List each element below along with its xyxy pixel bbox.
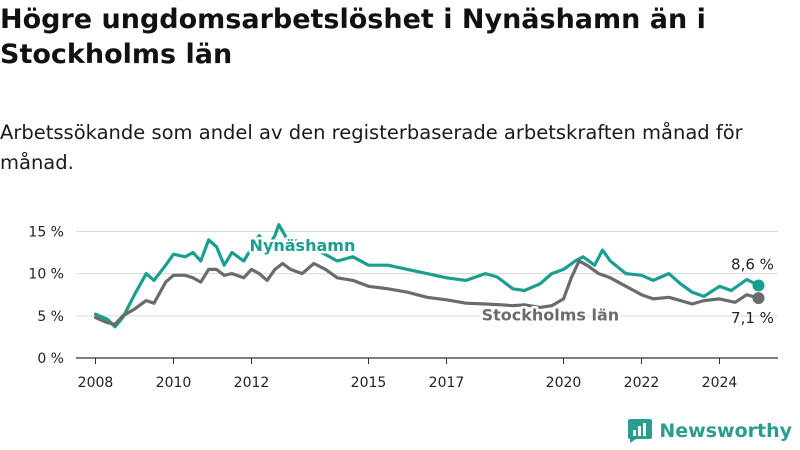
newsworthy-logo-icon [628, 419, 653, 443]
series-label-nynashamn: Nynäshamn [250, 236, 356, 255]
x-tick-label: 2008 [78, 375, 114, 390]
series-line-stockholm [93, 259, 761, 326]
series-label-stockholm: Stockholms län [482, 305, 620, 324]
x-tick-label: 2022 [624, 375, 660, 390]
line-chart: 0 % 5 % 10 % 15 % 2008 2010 2012 2015 2017 2020 20… [28, 223, 778, 390]
x-tick-label: 2012 [234, 375, 270, 390]
brand-name: Newsworthy [659, 420, 792, 442]
chart-subtitle: Arbetssökande som andel av den registerb… [0, 121, 743, 174]
x-tick-label: 2010 [156, 375, 192, 390]
y-tick-label: 0 % [37, 351, 64, 367]
y-tick-label: 15 % [28, 224, 64, 240]
x-tick-label: 2017 [429, 375, 465, 390]
y-tick-label: 10 % [28, 267, 64, 283]
y-tick-label: 5 % [37, 309, 64, 325]
end-point-stockholm [752, 292, 765, 305]
x-tick-label: 2015 [351, 375, 387, 390]
x-tick-label: 2020 [546, 375, 582, 390]
end-label-nynashamn: 8,6 % [731, 255, 774, 273]
x-tick-label: 2024 [702, 375, 738, 390]
chart-title: Högre ungdomsarbetslöshet i Nynäshamn än… [0, 4, 706, 70]
end-label-stockholm: 7,1 % [731, 309, 774, 327]
end-point-nynashamn [752, 279, 765, 292]
series-line-nynashamn [93, 223, 761, 329]
brand-logo: Newsworthy [627, 418, 792, 444]
